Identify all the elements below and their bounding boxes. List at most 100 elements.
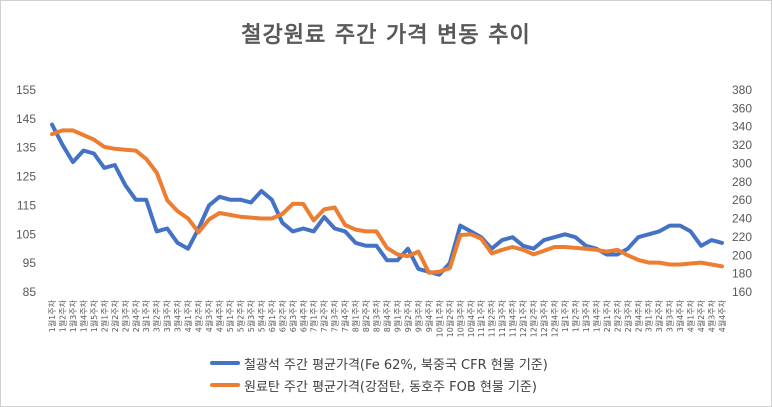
left-y-tick-label: 155: [16, 83, 36, 97]
right-y-tick-label: 260: [732, 193, 752, 207]
x-tick-label: 4월2주차: [696, 299, 706, 332]
right-y-tick-label: 340: [732, 120, 752, 134]
x-tick-label: 1월1주차: [47, 299, 57, 332]
legend-label-coking-coal: 원료탄 주간 평균가격(강점탄, 동호주 FOB 현물 기준): [244, 379, 537, 395]
right-y-tick-label: 380: [732, 83, 752, 97]
x-tick-label: 8월3주차: [372, 299, 382, 332]
right-y-tick-label: 220: [732, 230, 752, 244]
x-tick-label: 1월5주차: [89, 299, 99, 332]
x-tick-label: 3월1주차: [644, 299, 654, 332]
chart-title: 철강원료 주간 가격 변동 추이: [241, 23, 531, 48]
x-tick-label: 4월4주차: [717, 299, 727, 332]
x-tick-label: 6월3주차: [288, 299, 298, 332]
x-tick-label: 7월2주차: [319, 299, 329, 332]
x-tick-label: 1월1주차: [560, 299, 570, 332]
legend-item-iron-ore: 철광석 주간 평균가격(Fe 62%, 북중국 CFR 현물 기준): [210, 352, 548, 374]
x-tick-label: 3월3주차: [162, 299, 172, 332]
series-line-iron-ore: [50, 122, 724, 277]
x-tick-label: 10월3주차: [455, 299, 465, 337]
legend-label-iron-ore: 철광석 주간 평균가격(Fe 62%, 북중국 CFR 현물 기준): [244, 357, 548, 373]
right-y-tick-label: 160: [732, 285, 752, 299]
x-tick-label: 3월3주차: [665, 299, 675, 332]
x-tick-label: 8월1주차: [351, 299, 361, 332]
right-y-tick-label: 200: [732, 248, 752, 262]
right-y-axis: 160 180 200 220 240 260 280 300 320 340 360 380: [732, 83, 752, 299]
x-tick-label: 1월2주차: [57, 299, 67, 332]
x-tick-label: 11월1주차: [476, 299, 486, 337]
x-tick-label: 4월2주차: [194, 299, 204, 332]
x-tick-label: 10월4주차: [466, 299, 476, 337]
x-tick-label: 5월4주차: [256, 299, 266, 332]
x-tick-label: 1월3주차: [581, 299, 591, 332]
x-tick-label: 2월4주차: [633, 299, 643, 332]
left-y-tick-label: 95: [23, 256, 37, 270]
series-line-coking-coal: [50, 128, 724, 275]
x-tick-label: 7월4주차: [340, 299, 350, 332]
left-y-tick-label: 85: [23, 285, 37, 299]
x-tick-label: 5월1주차: [225, 299, 235, 332]
x-tick-label: 1월4주차: [591, 299, 601, 332]
x-tick-label: 9월2주차: [403, 299, 413, 332]
legend-swatch-coking-coal: [210, 383, 240, 387]
left-y-tick-label: 115: [17, 198, 36, 212]
x-tick-label: 2월2주차: [612, 299, 622, 332]
x-tick-label: 4월3주차: [707, 299, 717, 332]
left-y-tick-label: 125: [16, 170, 36, 184]
right-y-tick-label: 280: [732, 175, 752, 189]
x-tick-label: 6월4주차: [298, 299, 308, 332]
x-tick-label: 7월1주차: [309, 299, 319, 332]
x-tick-label: 4월3주차: [204, 299, 214, 332]
x-tick-label: 7월3주차: [330, 299, 340, 332]
x-tick-label: 3월1주차: [141, 299, 151, 332]
left-y-tick-label: 105: [16, 227, 36, 241]
x-axis: 1월1주차 1월2주차 1월3주차 1월4주차 1월5주차 2월1주차 2월2주차 2월3주차…: [47, 299, 727, 337]
legend: 철광석 주간 평균가격(Fe 62%, 북중국 CFR 현물 기준) 원료탄 주…: [210, 352, 548, 396]
x-tick-label: 3월2주차: [654, 299, 664, 332]
left-y-tick-label: 135: [16, 141, 36, 155]
x-tick-label: 11월2주차: [487, 299, 497, 337]
x-tick-label: 9월1주차: [392, 299, 402, 332]
x-tick-label: 2월3주차: [623, 299, 633, 332]
right-y-tick-label: 360: [732, 101, 752, 115]
x-tick-label: 4월1주차: [183, 299, 193, 332]
right-y-tick-label: 180: [732, 267, 752, 281]
x-tick-label: 3월2주차: [152, 299, 162, 332]
x-tick-label: 3월4주차: [173, 299, 183, 332]
x-tick-label: 8월2주차: [361, 299, 371, 332]
x-tick-label: 6월2주차: [277, 299, 287, 332]
x-tick-label: 9월3주차: [413, 299, 423, 332]
x-tick-label: 1월4주차: [78, 299, 88, 332]
x-tick-label: 11월3주차: [497, 299, 507, 337]
x-tick-label: 8월4주차: [382, 299, 392, 332]
x-tick-label: 2월3주차: [120, 299, 130, 332]
x-tick-label: 1월2주차: [570, 299, 580, 332]
x-tick-label: 3월4주차: [675, 299, 685, 332]
x-tick-label: 1월3주차: [68, 299, 78, 332]
x-tick-label: 2월4주차: [131, 299, 141, 332]
x-tick-label: 12월4주차: [550, 299, 560, 337]
x-tick-label: 12월1주차: [518, 299, 528, 337]
right-y-tick-label: 240: [732, 212, 752, 226]
x-tick-label: 6월1주차: [267, 299, 277, 332]
left-y-axis: 85 95 105 115 125 135 145 155: [16, 83, 36, 299]
left-y-tick-label: 145: [16, 112, 36, 126]
x-tick-label: 2월2주차: [110, 299, 120, 332]
x-tick-label: 12월3주차: [539, 299, 549, 337]
x-tick-label: 4월1주차: [686, 299, 696, 332]
x-tick-label: 9월4주차: [424, 299, 434, 332]
x-tick-label: 10월1주차: [434, 299, 444, 337]
x-tick-label: 4월4주차: [215, 299, 225, 332]
x-tick-label: 11월4주차: [508, 299, 518, 337]
right-y-tick-label: 300: [732, 156, 752, 170]
right-y-tick-label: 320: [732, 138, 752, 152]
legend-item-coking-coal: 원료탄 주간 평균가격(강점탄, 동호주 FOB 현물 기준): [210, 374, 548, 396]
legend-swatch-iron-ore: [210, 361, 240, 365]
x-tick-label: 2월1주차: [602, 299, 612, 332]
x-tick-label: 2월1주차: [99, 299, 109, 332]
x-tick-label: 5월3주차: [246, 299, 256, 332]
series-lines: [50, 122, 724, 277]
x-tick-label: 12월2주차: [529, 299, 539, 337]
x-tick-label: 5월2주차: [235, 299, 245, 332]
